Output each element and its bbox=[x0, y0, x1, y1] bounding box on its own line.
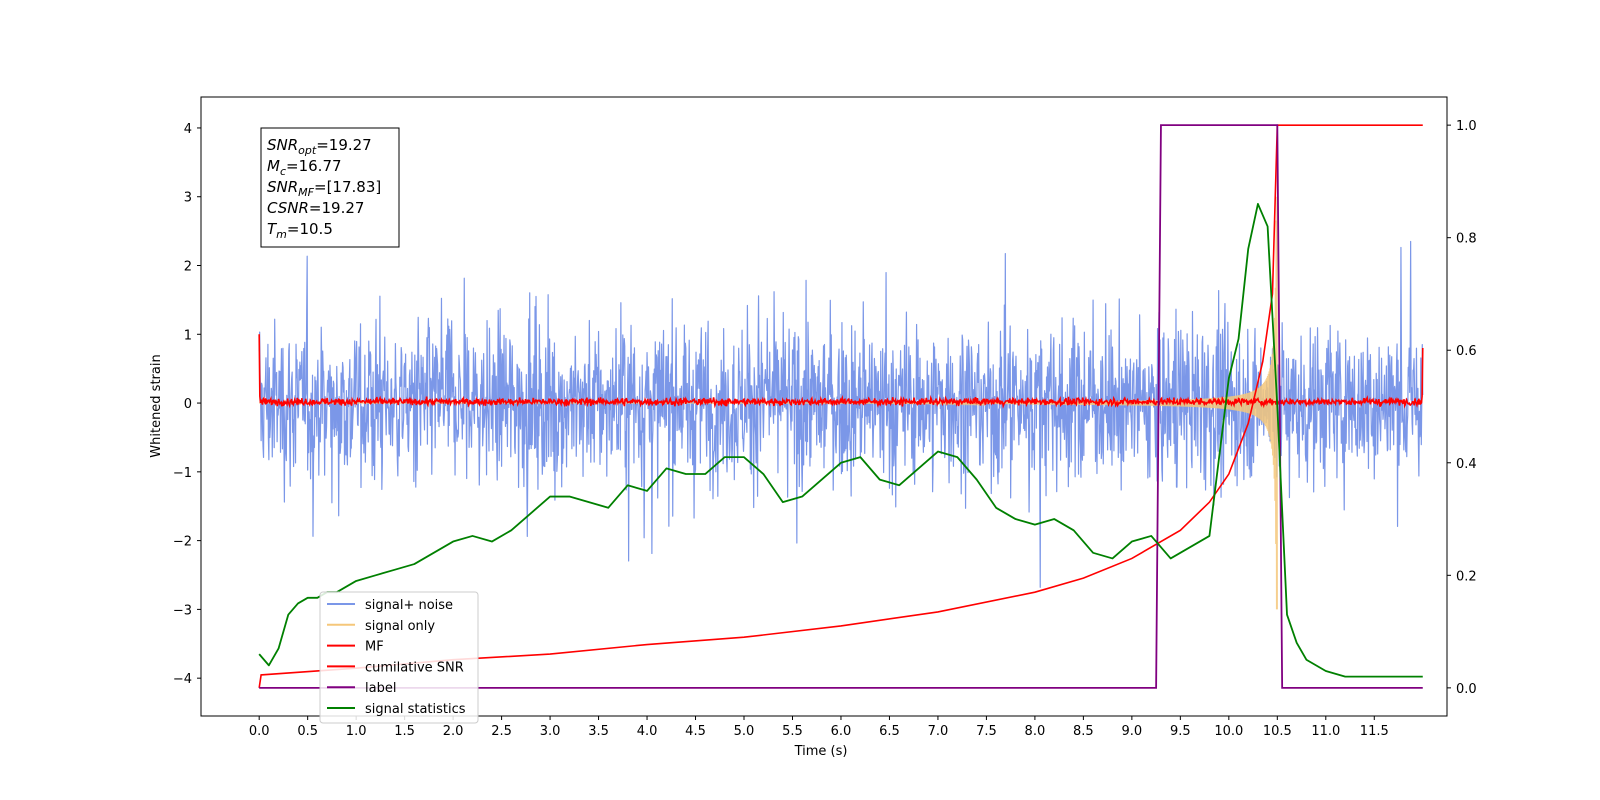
x-tick-label: 5.0 bbox=[734, 724, 755, 739]
x-tick-label: 11.5 bbox=[1360, 724, 1389, 739]
y-tick-label: 4 bbox=[184, 122, 192, 137]
y-tick-label: 3 bbox=[184, 191, 192, 206]
legend: signal+ noise signal only MF cumilative SNR… bbox=[319, 591, 479, 724]
y-tick-label: 0 bbox=[184, 397, 192, 412]
x-tick-label: 7.5 bbox=[976, 724, 997, 739]
legend-entry: signal+ noise bbox=[365, 598, 453, 613]
x-tick-label: 5.5 bbox=[782, 724, 803, 739]
series-mf-line bbox=[258, 334, 1424, 409]
x-tick-label: 9.0 bbox=[1122, 724, 1143, 739]
series-signal-statistics-line bbox=[258, 203, 1423, 678]
annotation-line: SNRMF=[17.83] bbox=[267, 178, 381, 199]
legend-entry: cumilative SNR bbox=[365, 660, 464, 675]
legend-frame bbox=[319, 591, 479, 724]
x-tick-label: 4.5 bbox=[685, 724, 706, 739]
annotation-line: CSNR=19.27 bbox=[267, 199, 364, 217]
x-tick-label: 6.0 bbox=[831, 724, 852, 739]
series-label-line bbox=[259, 124, 1423, 689]
legend-entry: MF bbox=[365, 640, 384, 655]
series-signal-noise-line bbox=[258, 240, 1424, 588]
x-tick-label: 0.0 bbox=[249, 724, 270, 739]
series-cumulative-snr-line bbox=[258, 124, 1423, 688]
y2-ticks: 0.0 0.2 0.4 0.6 0.8 1.0 bbox=[1447, 119, 1477, 697]
y2-tick-label: 0.6 bbox=[1456, 344, 1477, 359]
x-tick-label: 2.5 bbox=[491, 724, 512, 739]
y2-tick-label: 1.0 bbox=[1456, 119, 1477, 134]
x-tick-label: 9.5 bbox=[1170, 724, 1191, 739]
legend-entry: signal only bbox=[365, 619, 435, 634]
x-tick-label: 10.5 bbox=[1263, 724, 1292, 739]
annotation-line: Tm=10.5 bbox=[267, 220, 333, 241]
y-tick-label: 1 bbox=[184, 328, 192, 343]
x-tick-label: 1.5 bbox=[394, 724, 415, 739]
annotation-line: SNRopt=19.27 bbox=[267, 136, 372, 157]
x-tick-label: 7.0 bbox=[928, 724, 949, 739]
x-tick-label: 0.5 bbox=[297, 724, 318, 739]
annotation-box: SNRopt=19.27Mc=16.77SNRMF=[17.83]CSNR=19… bbox=[260, 127, 400, 248]
y-tick-label: 2 bbox=[184, 260, 192, 275]
annotation-line: Mc=16.77 bbox=[267, 157, 342, 178]
x-tick-label: 6.5 bbox=[879, 724, 900, 739]
x-tick-label: 3.5 bbox=[588, 724, 609, 739]
x-tick-label: 4.0 bbox=[637, 724, 658, 739]
legend-entry: label bbox=[365, 681, 396, 696]
y-tick-label: −1 bbox=[173, 466, 192, 481]
y-tick-label: −4 bbox=[173, 672, 192, 687]
y2-tick-label: 0.4 bbox=[1456, 457, 1477, 472]
plot-area bbox=[258, 124, 1424, 689]
y-ticks: −4 −3 −2 −1 0 1 2 3 4 bbox=[173, 122, 201, 687]
y2-tick-label: 0.0 bbox=[1456, 682, 1477, 697]
x-ticks: 0.0 0.5 1.0 1.5 2.0 2.5 3.0 3.5 4.0 4.5 5.0 5.5 6.0 6… bbox=[249, 716, 1389, 739]
x-tick-label: 8.0 bbox=[1025, 724, 1046, 739]
y2-tick-label: 0.8 bbox=[1456, 232, 1477, 247]
x-tick-label: 2.0 bbox=[443, 724, 464, 739]
x-axis-label: Time (s) bbox=[794, 744, 848, 759]
x-tick-label: 1.0 bbox=[346, 724, 367, 739]
x-tick-label: 11.0 bbox=[1311, 724, 1340, 739]
axes-frame bbox=[200, 96, 1448, 717]
y2-tick-label: 0.2 bbox=[1456, 569, 1477, 584]
series-layer bbox=[258, 124, 1424, 689]
x-tick-label: 3.0 bbox=[540, 724, 561, 739]
y-tick-label: −2 bbox=[173, 535, 192, 550]
x-tick-label: 8.5 bbox=[1073, 724, 1094, 739]
y-axis-label: Whitened strain bbox=[149, 354, 164, 457]
legend-entry: signal statistics bbox=[365, 702, 466, 717]
y-tick-label: −3 bbox=[173, 603, 192, 618]
x-tick-label: 10.0 bbox=[1214, 724, 1243, 739]
annotation-frame bbox=[260, 127, 400, 248]
